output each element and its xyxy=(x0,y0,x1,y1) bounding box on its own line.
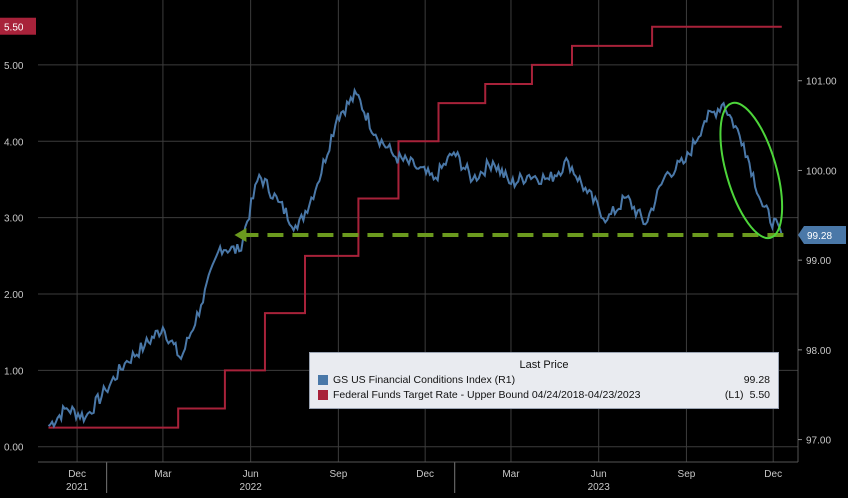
x-tick-label: Sep xyxy=(678,469,696,480)
year-label: 2022 xyxy=(240,482,263,493)
x-tick-label: Dec xyxy=(416,469,434,480)
x-tick-label: Dec xyxy=(764,469,782,480)
reference-arrow-head xyxy=(234,228,247,243)
highlight-ellipse xyxy=(719,101,784,240)
legend-label-fci: GS US Financial Conditions Index (R1) xyxy=(333,374,516,386)
x-tick-label: Jun xyxy=(591,469,607,480)
fci-value-tag-label: 99.28 xyxy=(807,231,832,242)
x-tick-label: Sep xyxy=(329,469,347,480)
fed-funds-value-tag xyxy=(0,17,36,35)
year-label: 2021 xyxy=(66,482,89,493)
left-axis-tick-label: 1.00 xyxy=(4,366,24,377)
fed-funds-value-tag-label: 5.50 xyxy=(4,23,24,34)
fci-value-tag xyxy=(798,226,846,245)
legend-swatch-fci xyxy=(318,375,328,385)
year-label: 2023 xyxy=(588,482,611,493)
legend-axis-fedfunds: (L1) xyxy=(724,389,744,401)
legend: Last Price GS US Financial Conditions In… xyxy=(309,352,779,409)
legend-swatch-fedfunds xyxy=(318,390,328,400)
legend-entry-fedfunds: Federal Funds Target Rate - Upper Bound … xyxy=(318,388,770,402)
right-axis-tick-label: 99.00 xyxy=(806,256,831,267)
x-tick-label: Mar xyxy=(154,469,172,480)
x-tick-label: Jun xyxy=(243,469,259,480)
legend-value-fedfunds: 5.50 xyxy=(749,389,770,401)
legend-title: Last Price xyxy=(519,359,569,371)
x-tick-label: Mar xyxy=(502,469,520,480)
right-axis-tick-label: 101.00 xyxy=(806,77,837,88)
left-axis-tick-label: 5.00 xyxy=(4,61,24,72)
right-axis-tick-label: 100.00 xyxy=(806,166,837,177)
left-axis-tick-label: 4.00 xyxy=(4,137,24,148)
right-axis-tick-label: 98.00 xyxy=(806,346,831,357)
left-axis-tick-label: 0.00 xyxy=(4,443,24,454)
series-line-fed-funds xyxy=(48,25,782,429)
series-line-fci xyxy=(47,87,783,429)
legend-value-fci: 99.28 xyxy=(743,374,770,386)
legend-label-fedfunds: Federal Funds Target Rate - Upper Bound … xyxy=(333,389,641,401)
legend-entry-fci: GS US Financial Conditions Index (R1) 99… xyxy=(318,373,770,387)
left-axis-tick-label: 3.00 xyxy=(4,214,24,225)
right-axis-tick-label: 97.00 xyxy=(806,436,831,447)
x-tick-label: Dec xyxy=(68,469,86,480)
left-axis-tick-label: 2.00 xyxy=(4,290,24,301)
